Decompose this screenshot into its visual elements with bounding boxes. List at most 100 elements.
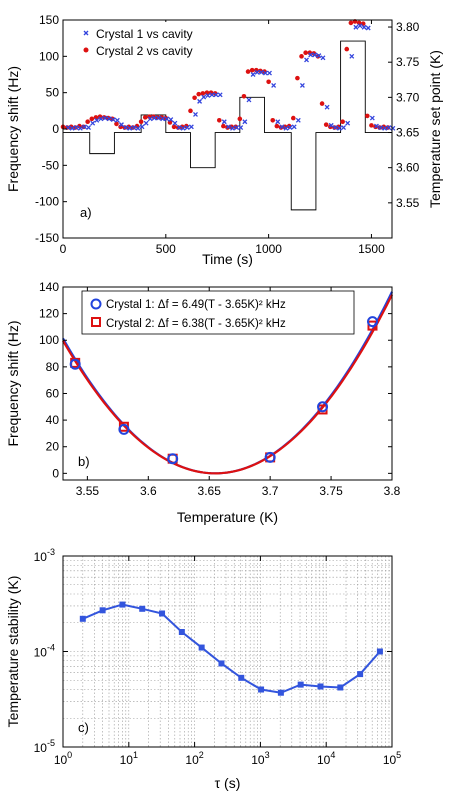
crystal1-point [172, 120, 178, 126]
crystal1-point [110, 117, 116, 123]
y-tick-label: 20 [46, 440, 60, 454]
stability-point [159, 610, 166, 617]
x-tick-label: 105 [383, 750, 401, 767]
crystal1-point [118, 423, 130, 435]
crystal1-point [114, 117, 120, 123]
crystal1-point [295, 117, 301, 123]
crystal1-point [308, 52, 314, 58]
x-tick-label: 104 [317, 750, 335, 767]
crystal1-point-stroke [143, 120, 149, 126]
crystal1-point-stroke [365, 25, 371, 31]
legend-marker-crystal1 [90, 298, 102, 310]
y-tick-label: 150 [39, 13, 59, 27]
x-tick-label: 103 [251, 750, 269, 767]
crystal1-point-stroke [193, 112, 198, 117]
crystal1-point-stroke [94, 117, 100, 123]
crystal1-point [242, 119, 248, 125]
y2-tick-label: 3.70 [396, 90, 420, 104]
stability-point [337, 684, 344, 691]
crystal1-point-stroke [312, 52, 318, 58]
crystal2-point [291, 115, 296, 121]
crystal1-point [77, 125, 83, 131]
crystal1-point [262, 70, 268, 76]
y-tick-label: 10-5 [34, 738, 55, 755]
x-tick-label: 3.8 [384, 484, 401, 498]
stability-point [258, 686, 265, 693]
crystal1-point [106, 116, 112, 122]
crystal2-point [299, 54, 304, 59]
y-tick-label: -100 [35, 195, 59, 209]
crystal1-point [254, 69, 260, 75]
crystal1-point [332, 125, 338, 131]
crystal2-point [216, 117, 222, 123]
crystal2-fit-curve [62, 294, 393, 475]
crystal2-point [348, 20, 354, 26]
crystal1-point-stroke [225, 124, 231, 130]
y-axis-label: Frequency shift (Hz) [5, 66, 21, 192]
stability-point [297, 681, 304, 688]
x-tick-label: 3.6 [140, 484, 157, 498]
crystal2-point [249, 67, 255, 73]
stability-point [277, 689, 284, 696]
y-tick-label: 80 [46, 360, 60, 374]
crystal1-point [234, 125, 240, 131]
crystal2-point [360, 21, 366, 26]
stability-point [376, 648, 383, 655]
crystal2-point [138, 119, 144, 125]
y-axis-label: Frequency shift (Hz) [5, 320, 21, 446]
crystal1-point [135, 125, 141, 131]
crystal1-point-stroke [254, 69, 260, 75]
crystal1-point [382, 125, 388, 131]
crystal1-point [176, 125, 182, 131]
stability-point [139, 605, 146, 612]
crystal1-point [156, 115, 161, 121]
crystal1-point [336, 125, 342, 131]
x-axis-label: Temperature (K) [177, 509, 278, 525]
crystal1-point [225, 124, 231, 130]
x-tick-label: 3.7 [262, 484, 279, 498]
stability-point [99, 607, 106, 614]
crystal1-point-stroke [275, 119, 281, 125]
crystal2-point [245, 69, 251, 74]
crystal1-point [123, 125, 129, 131]
y-tick-label: 10-4 [34, 643, 55, 660]
crystal1-point [304, 57, 309, 63]
crystal1-point-stroke [127, 125, 133, 131]
crystal2-point [237, 116, 243, 122]
stability-point [119, 601, 126, 608]
crystal1-point [246, 97, 252, 103]
crystal1-point-stroke [369, 115, 375, 121]
crystal1-point-stroke [168, 117, 174, 123]
crystal2-point [114, 121, 119, 127]
crystal1-point [102, 115, 108, 121]
crystal2-point [340, 119, 345, 125]
legend-label-crystal2: Crystal 2: Δf = 6.38(T - 3.65K)² kHz [106, 318, 286, 330]
crystal1-point-stroke [291, 124, 297, 130]
stability-point [218, 660, 225, 667]
crystal1-point [205, 93, 211, 99]
crystal1-point-stroke [382, 125, 388, 131]
crystal1-point-stroke [324, 104, 330, 110]
crystal1-point [221, 119, 227, 125]
crystal1-point [264, 451, 276, 463]
legend-label-crystal2: Crystal 2 vs cavity [96, 44, 193, 58]
crystal1-point-stroke [267, 70, 272, 76]
crystal1-point-stroke [238, 125, 244, 131]
crystal1-point-stroke [102, 115, 108, 121]
crystal1-point-stroke [287, 125, 293, 131]
crystal1-point [317, 401, 329, 413]
crystal1-point-stroke [361, 24, 367, 30]
crystal2-point [196, 91, 202, 97]
crystal1-point [320, 55, 326, 61]
y-tick-label: 40 [46, 413, 60, 427]
y2-axis-label: Temperature set point (K) [427, 50, 443, 208]
crystal2-point [85, 119, 90, 125]
crystal1-point [119, 122, 124, 128]
stability-point [238, 674, 245, 681]
stability-point [79, 615, 86, 622]
x-tick-label: 1000 [255, 242, 282, 256]
crystal1-point [238, 125, 244, 131]
legend-box [68, 22, 228, 58]
crystal1-point [147, 116, 153, 122]
